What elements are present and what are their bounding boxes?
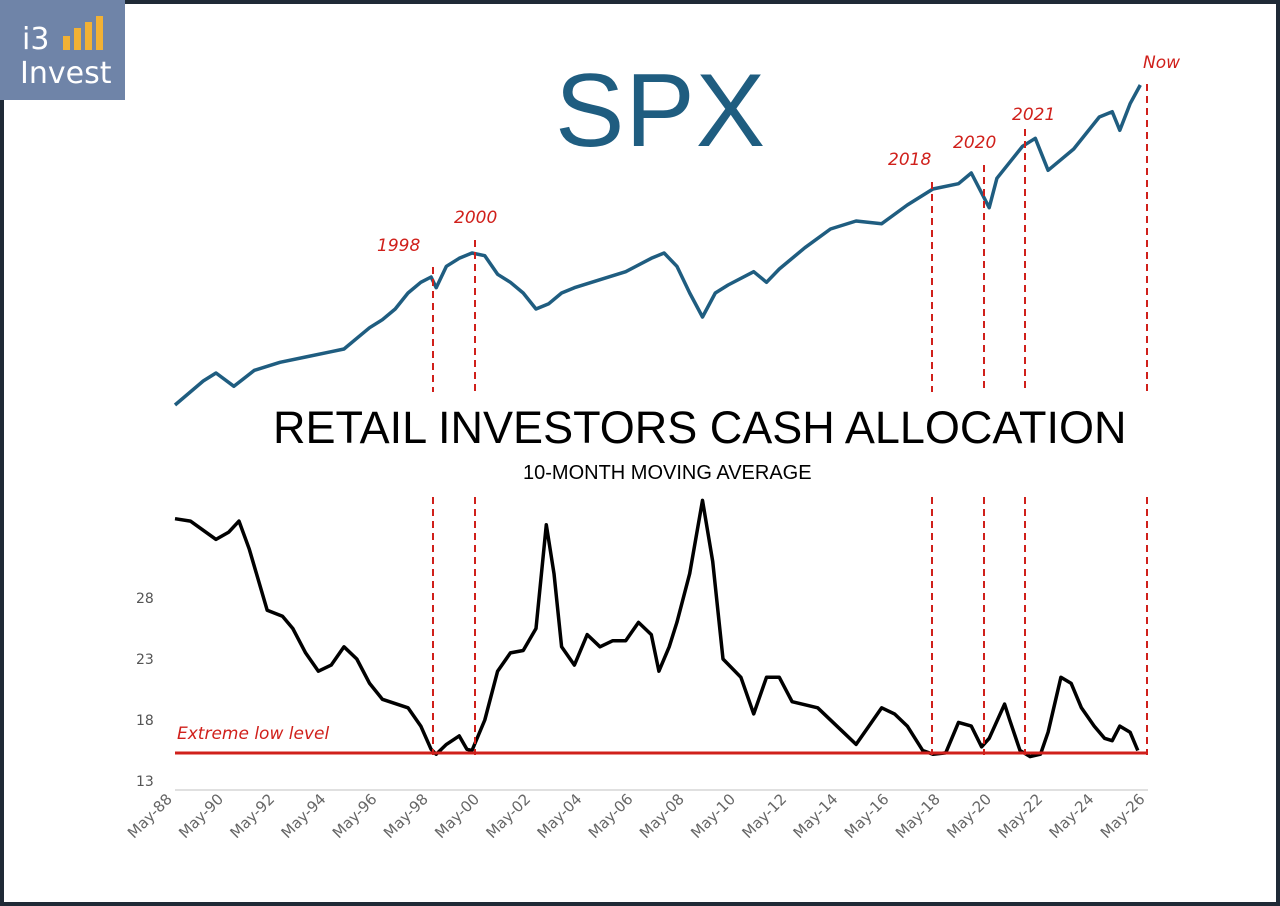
x-tick-label-17: May-22 <box>994 790 1046 842</box>
extreme-low-level-label: Extreme low level <box>177 724 329 744</box>
marker-label-0: 1998 <box>377 236 420 256</box>
x-tick-label-3: May-94 <box>278 790 330 842</box>
logo-text-i3: i3 <box>22 22 50 57</box>
y-tick-label-3: 28 <box>136 591 154 607</box>
x-tick-label-8: May-04 <box>534 790 586 842</box>
logo-bar-2 <box>74 28 81 50</box>
x-tick-label-19: May-26 <box>1097 790 1149 842</box>
x-tick-label-12: May-12 <box>738 790 790 842</box>
x-tick-label-16: May-20 <box>943 790 995 842</box>
x-tick-label-11: May-10 <box>687 790 739 842</box>
x-tick-label-5: May-98 <box>380 790 432 842</box>
x-tick-label-6: May-00 <box>431 790 483 842</box>
y-tick-label-2: 23 <box>136 652 154 668</box>
x-tick-label-13: May-14 <box>790 790 842 842</box>
i3-invest-logo: i3 Invest <box>0 0 125 100</box>
x-tick-label-10: May-08 <box>636 790 688 842</box>
x-tick-label-0: May-88 <box>124 790 176 842</box>
cash-chart-subtitle: 10-MONTH MOVING AVERAGE <box>523 462 812 484</box>
marker-label-5: Now <box>1143 53 1180 73</box>
marker-label-4: 2021 <box>1012 105 1055 125</box>
x-tick-label-7: May-02 <box>482 790 534 842</box>
x-tick-label-2: May-92 <box>226 790 278 842</box>
y-tick-label-0: 13 <box>136 774 154 790</box>
marker-label-3: 2020 <box>953 133 996 153</box>
x-tick-label-15: May-18 <box>892 790 944 842</box>
marker-label-2: 2018 <box>888 150 931 170</box>
cash-chart-title: RETAIL INVESTORS CASH ALLOCATION <box>273 402 1127 453</box>
logo-bar-3 <box>85 22 92 50</box>
x-tick-label-1: May-90 <box>175 790 227 842</box>
x-tick-label-14: May-16 <box>841 790 893 842</box>
x-tick-label-9: May-06 <box>585 790 637 842</box>
x-tick-label-4: May-96 <box>329 790 381 842</box>
logo-text-invest: Invest <box>20 56 112 91</box>
y-tick-label-1: 18 <box>136 713 154 729</box>
logo-bar-4 <box>96 16 103 50</box>
spx-title: SPX <box>555 53 767 169</box>
marker-label-1: 2000 <box>454 208 497 228</box>
spx-line <box>173 84 1142 407</box>
logo-bar-1 <box>63 36 70 50</box>
cash-allocation-line <box>174 498 1140 759</box>
x-tick-label-18: May-24 <box>1046 790 1098 842</box>
